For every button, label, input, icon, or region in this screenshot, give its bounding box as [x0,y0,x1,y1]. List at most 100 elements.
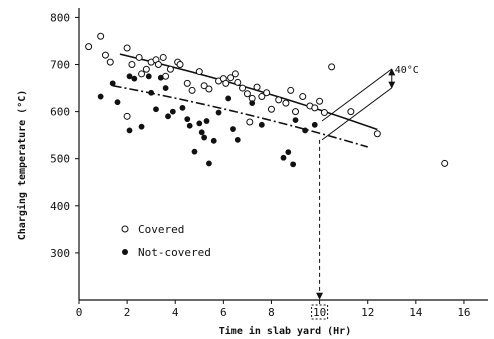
x-axis-ticks: 0 2 4 6 8 10 12 14 16 [76,300,471,319]
point-covered [128,61,136,69]
point-covered [316,97,324,105]
y-axis-title: Charging temperature (°C) [16,90,28,241]
point-covered [142,65,150,73]
point-covered [441,159,449,167]
point-not-covered [292,117,299,123]
point-not-covered [311,121,318,128]
point-covered [138,70,146,78]
point-not-covered [165,113,171,120]
point-covered [234,78,242,86]
point-covered [159,53,167,61]
point-covered [97,32,105,40]
point-covered [135,53,143,61]
point-covered [205,85,213,93]
point-not-covered [196,120,203,127]
point-not-covered [191,148,198,155]
point-not-covered [302,127,309,134]
y-tick-label: 500 [50,153,70,166]
x-tick-label: 10 [313,306,326,319]
point-not-covered [198,129,205,136]
point-not-covered [290,161,297,168]
x-tick-label: 16 [457,306,470,319]
legend-label-covered: Covered [138,223,184,236]
bracket-leader-lower [321,87,393,141]
y-tick-label: 300 [50,247,70,260]
point-covered [267,105,275,113]
point-covered [287,86,295,94]
point-covered [123,112,131,120]
point-not-covered [162,85,169,91]
point-not-covered [186,122,193,129]
difference-label: 40°C [395,65,419,76]
point-covered [373,130,381,138]
y-tick-label: 400 [50,200,70,213]
point-not-covered [184,116,191,123]
trend-line-not-covered [112,84,368,148]
point-not-covered [210,137,217,144]
point-covered [243,90,251,98]
point-not-covered [131,75,138,82]
point-covered [328,63,336,71]
point-covered [253,83,261,91]
bracket-leader-upper [321,68,393,122]
point-covered [154,61,162,69]
y-tick-label: 800 [50,11,70,24]
point-not-covered [157,74,164,81]
point-covered [195,68,203,76]
y-tick-label: 600 [50,106,70,119]
point-not-covered [153,106,159,113]
point-not-covered [109,80,116,87]
point-covered [246,118,254,126]
annotations: 40°C [311,65,419,320]
legend-marker-covered [121,225,129,233]
point-not-covered [179,104,186,111]
point-covered [222,79,230,87]
x-tick-label: 14 [409,306,423,319]
point-not-covered [114,99,121,106]
point-covered [85,43,93,51]
point-not-covered [169,108,176,115]
point-not-covered [285,149,292,156]
point-not-covered [138,123,145,130]
point-not-covered [280,154,287,161]
point-covered [311,104,319,112]
point-not-covered [201,134,208,141]
point-not-covered [97,93,104,100]
x-tick-label: 8 [268,306,275,319]
ten-hour-highlight-box [311,304,329,320]
point-covered [176,61,184,69]
x-axis-title: Time in slab yard (Hr) [219,325,351,337]
x-tick-label: 0 [76,306,83,319]
point-covered [231,70,239,78]
x-tick-label: 6 [220,306,227,319]
point-covered [275,96,283,104]
point-covered [166,65,174,73]
point-not-covered [203,118,210,124]
point-covered [282,99,290,107]
point-covered [263,89,271,97]
data-points [85,32,449,168]
point-not-covered [148,89,155,96]
x-tick-label: 4 [172,306,179,319]
point-covered [227,74,235,82]
point-not-covered [145,73,152,80]
point-not-covered [126,73,133,80]
point-covered [183,79,191,87]
x-tick-label: 12 [361,306,374,319]
x-tick-label: 2 [124,306,131,319]
point-covered [123,44,131,52]
legend-marker-not-covered [122,249,128,255]
point-covered [320,109,328,117]
trend-lines [112,53,378,148]
point-covered [347,108,355,116]
point-not-covered [234,136,241,143]
point-covered [200,82,208,90]
point-covered [258,93,266,101]
point-covered [239,84,247,92]
plot-frame [78,8,488,301]
point-covered [101,51,109,59]
point-covered [188,86,196,94]
point-not-covered [258,121,265,128]
point-covered [106,58,114,66]
